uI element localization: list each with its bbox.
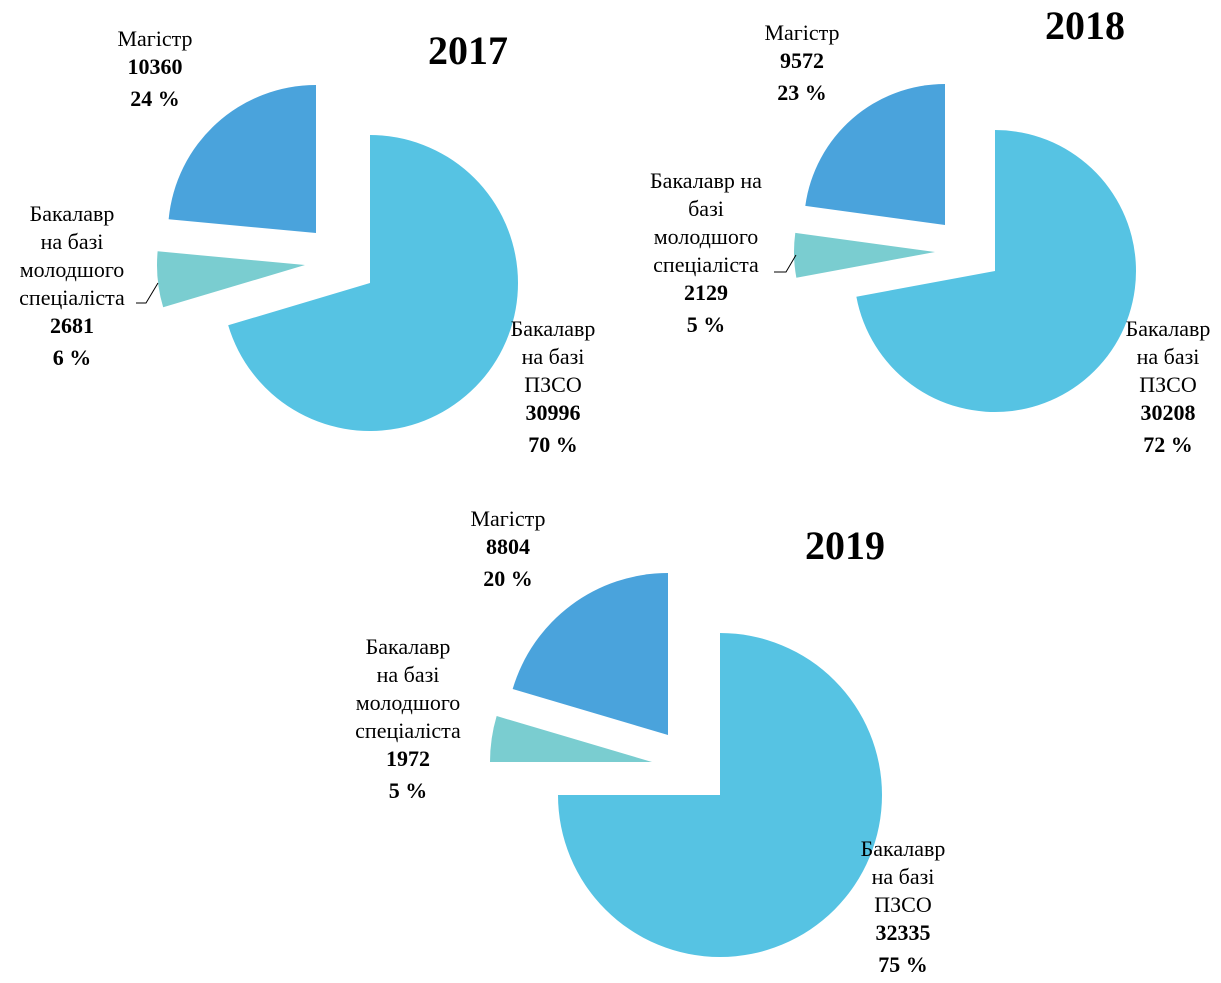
- slice-label: Магістр: [117, 26, 192, 51]
- pie-slice: [168, 85, 316, 233]
- slice-percent: 72 %: [1143, 432, 1193, 457]
- slice-label: Бакалавр на базі ПЗСО: [511, 316, 596, 397]
- chart-title: 2017: [428, 28, 508, 73]
- leader-line: [774, 254, 797, 273]
- slice-value: 9572: [780, 48, 824, 73]
- chart-title: 2019: [805, 523, 885, 568]
- slice-percent: 75 %: [878, 952, 928, 977]
- leader-line: [136, 282, 159, 304]
- slice-value: 10360: [128, 54, 183, 79]
- pie-slice: [793, 232, 935, 278]
- pie-slice: [805, 84, 945, 225]
- slice-value: 1972: [386, 746, 430, 771]
- slice-percent: 5 %: [687, 312, 726, 337]
- slice-label: Магістр: [764, 20, 839, 45]
- pie-slice: [490, 716, 652, 762]
- slice-percent: 24 %: [130, 86, 180, 111]
- pie-slice: [558, 633, 883, 958]
- slice-label: Бакалавр на базі ПЗСО: [1126, 316, 1211, 397]
- slice-label: Бакалавр на базі молодшого спеціаліста: [19, 201, 125, 310]
- slice-value: 2129: [684, 280, 728, 305]
- slice-value: 2681: [50, 313, 94, 338]
- slice-value: 30208: [1141, 400, 1196, 425]
- slice-percent: 70 %: [528, 432, 578, 457]
- slice-label: Бакалавр на базі молодшого спеціаліста: [650, 168, 762, 277]
- pie-slice: [856, 130, 1136, 412]
- slice-value: 32335: [876, 920, 931, 945]
- chart-title: 2018: [1045, 3, 1125, 48]
- slice-value: 8804: [486, 534, 530, 559]
- slice-percent: 6 %: [53, 345, 92, 370]
- pie-slice: [157, 251, 305, 308]
- slice-value: 30996: [526, 400, 581, 425]
- pie-slice: [512, 573, 668, 735]
- slice-percent: 23 %: [777, 80, 827, 105]
- pie-slice: [228, 135, 518, 431]
- slice-label: Бакалавр на базі молодшого спеціаліста: [355, 634, 461, 743]
- slice-label: Бакалавр на базі ПЗСО: [861, 836, 946, 917]
- slice-percent: 5 %: [389, 778, 428, 803]
- slice-percent: 20 %: [483, 566, 533, 591]
- slice-label: Магістр: [470, 506, 545, 531]
